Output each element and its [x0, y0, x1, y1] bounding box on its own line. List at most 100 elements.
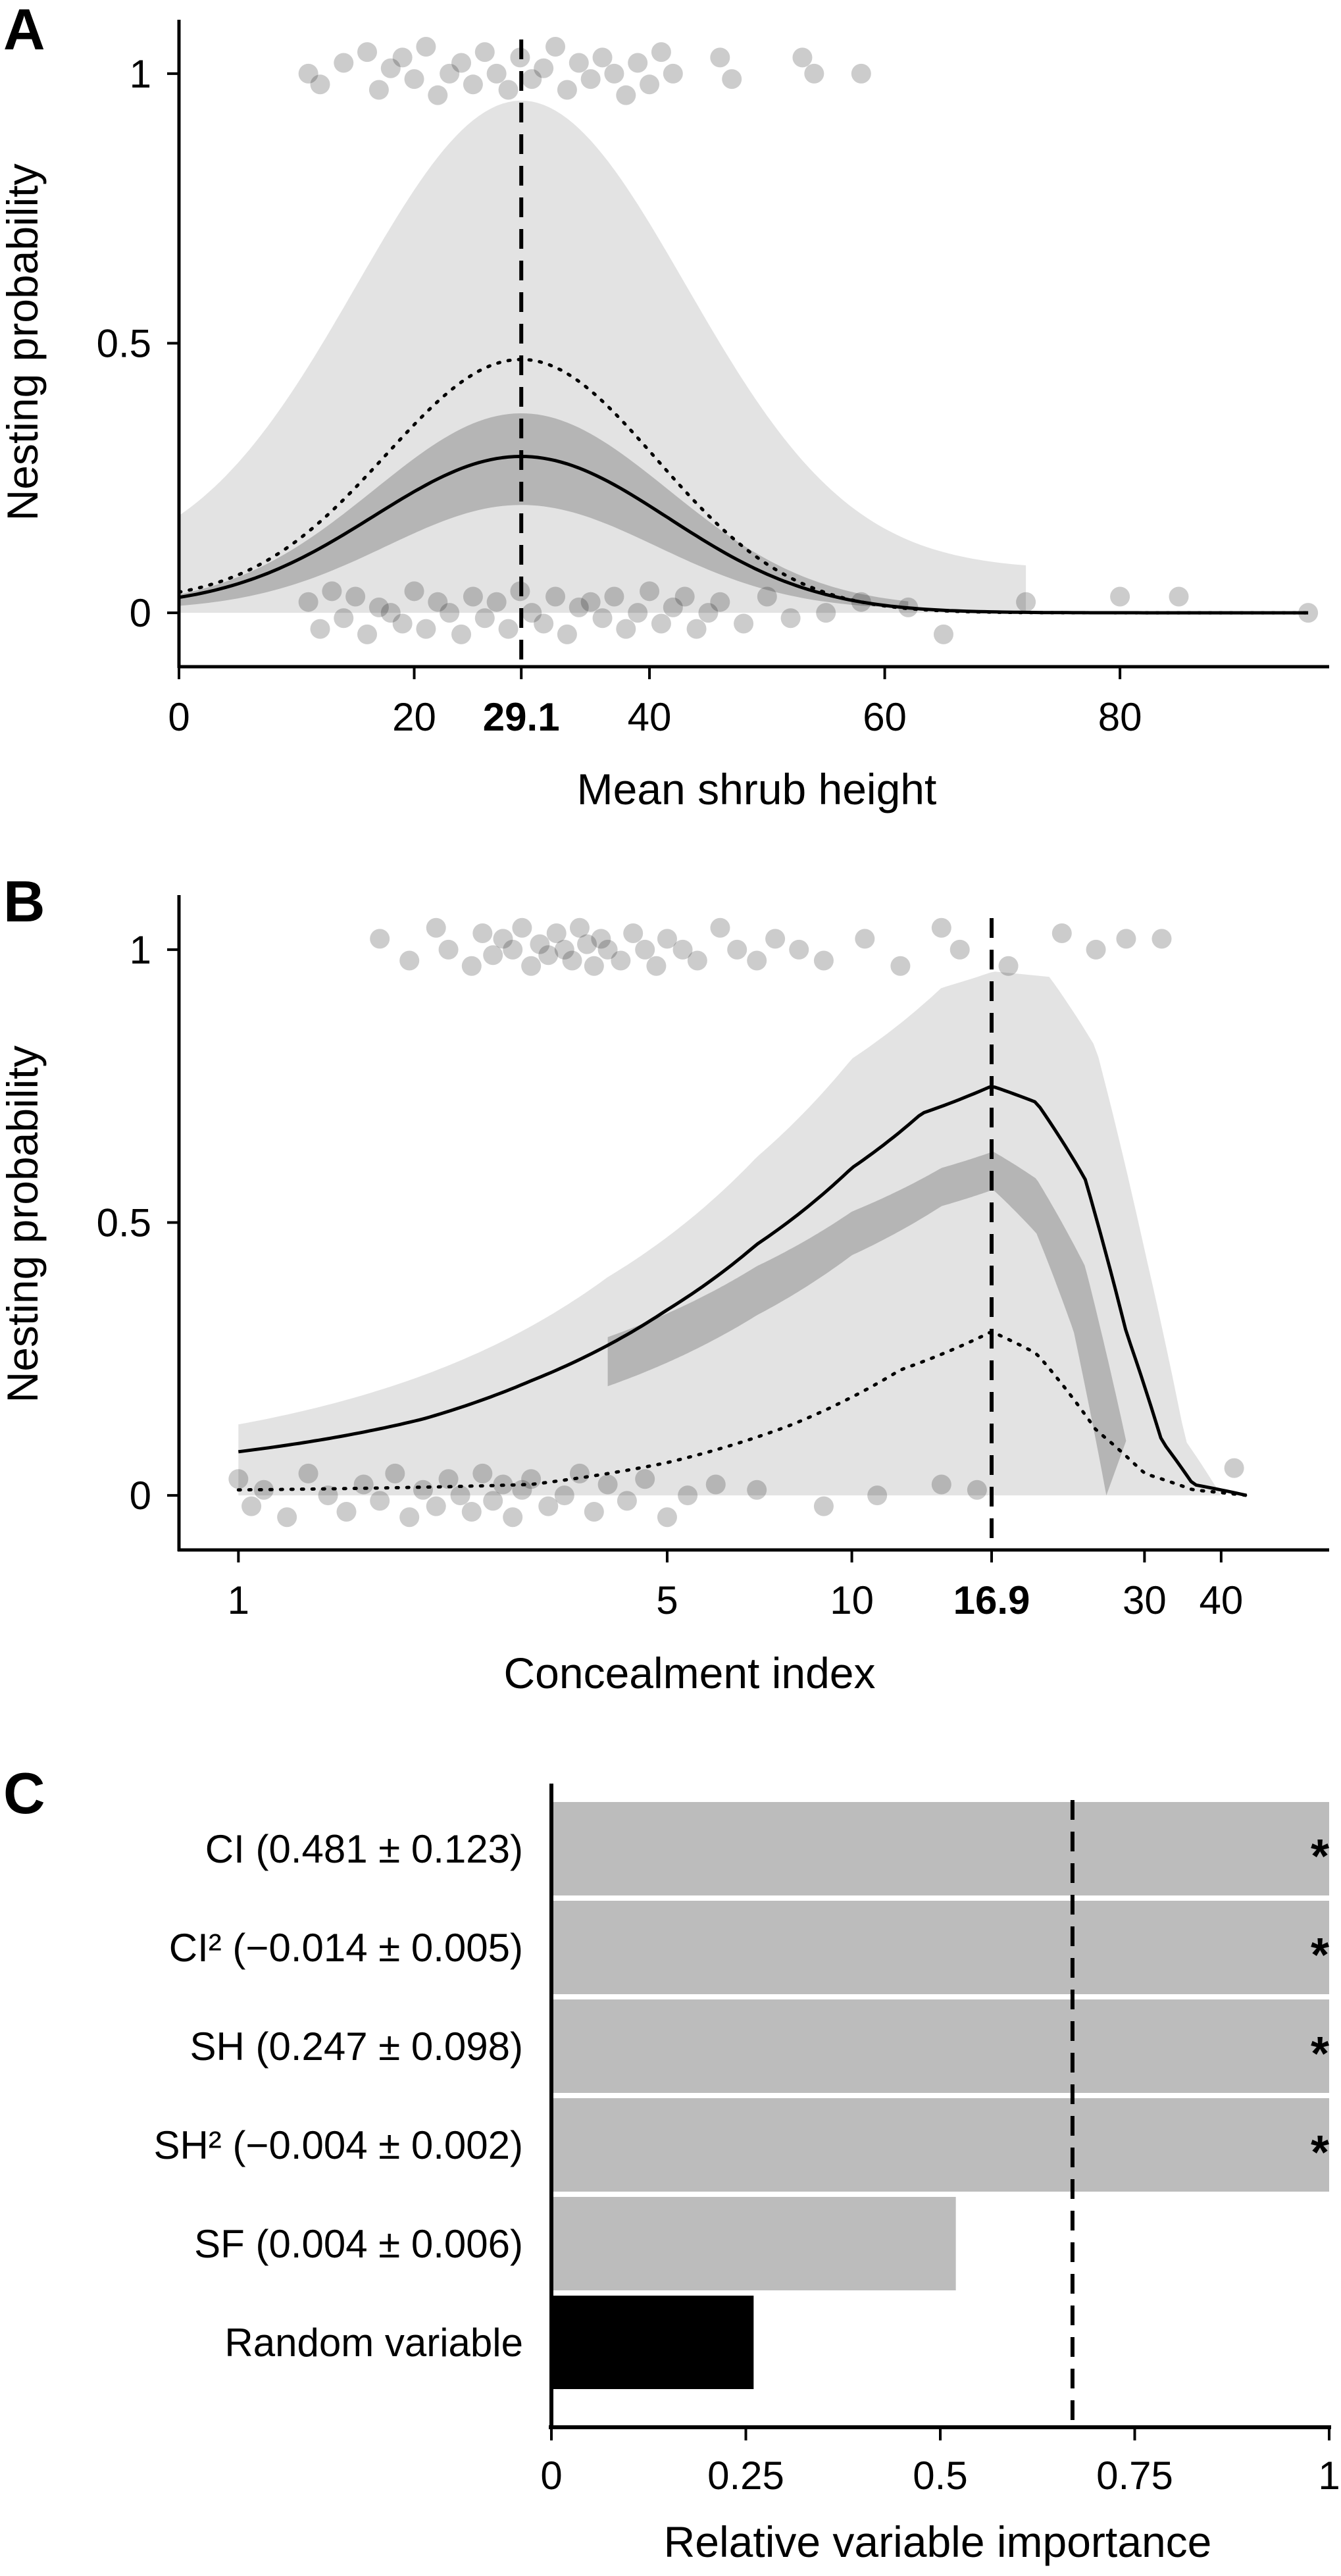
panel-a-ci-inner — [179, 413, 909, 609]
panel-b-point-nest — [472, 923, 493, 944]
panel-b-point-nonest — [584, 1501, 604, 1522]
panel-a-point-nonest — [1110, 586, 1130, 607]
panel-a-point-nonest — [616, 619, 636, 639]
panel-a-point-nonest — [674, 586, 695, 607]
panel-b-point-nest — [765, 929, 786, 949]
panel-b-point-nest — [577, 934, 597, 954]
panel-a-point-nest — [428, 85, 448, 105]
panel-a-point-nonest — [604, 586, 624, 607]
panel-b-point-nest — [813, 950, 834, 971]
panel-b-point-nest — [623, 923, 644, 944]
panel-a-y-tick-label: 0 — [130, 591, 151, 635]
panel-b-point-nonest — [867, 1485, 888, 1506]
panel-a-point-nest — [580, 69, 601, 90]
panel-a-point-nonest — [651, 613, 671, 634]
panel-b-point-nest — [931, 917, 951, 938]
panel-a-point-nest — [334, 53, 354, 73]
panel-a-point-nest — [451, 53, 472, 73]
panel-b-point-nest — [855, 929, 875, 949]
panel-b-point-nest — [727, 939, 747, 960]
panel-label-b: B — [3, 869, 45, 934]
panel-a-point-nonest — [474, 608, 495, 629]
panel-c-significance-star: * — [1311, 2028, 1329, 2080]
panel-b-point-nest — [370, 929, 390, 949]
panel-b-point-nest — [1086, 939, 1106, 960]
panel-b-x-tick-label: 1 — [228, 1578, 249, 1622]
panel-a-x-tick-label: 80 — [1098, 695, 1142, 739]
panel-a-ci-outer — [179, 100, 1026, 613]
panel-a-point-nonest — [1169, 586, 1189, 607]
panel-a-optimum-label: 29.1 — [483, 695, 560, 739]
panel-a-point-nonest — [710, 592, 730, 612]
panel-c-bar — [551, 1901, 1329, 1994]
panel-a-x-tick-label: 40 — [628, 695, 672, 739]
panel-b-point-nonest — [253, 1480, 274, 1500]
panel-a-point-nonest — [404, 581, 424, 602]
panel-b: B 1 5 10 30 40 16.9 0 0.5 1 Concealment index Ne… — [0, 869, 1329, 1697]
panel-a-point-nonest — [534, 613, 554, 634]
panel-a-point-nonest — [380, 603, 401, 623]
panel-b-point-nonest — [635, 1469, 655, 1489]
panel-b-point-nonest — [399, 1507, 420, 1528]
panel-a-point-nonest — [734, 613, 754, 634]
panel-a-point-nonest — [298, 592, 318, 612]
panel-b-point-nonest — [813, 1496, 834, 1516]
panel-b-point-nonest — [472, 1463, 493, 1483]
panel-c-significance-star: * — [1311, 1929, 1329, 1982]
panel-b-point-nest — [998, 956, 1019, 976]
panel-a-point-nonest — [368, 597, 389, 617]
panel-b-point-nest — [747, 950, 767, 971]
panel-a-point-nonest — [580, 592, 601, 612]
panel-b-point-nonest — [538, 1496, 559, 1516]
panel-a-point-nest — [368, 80, 389, 100]
panel-b-x-tick-label: 40 — [1199, 1578, 1243, 1622]
panel-b-point-nest — [646, 956, 667, 976]
panel-c-significance-star: * — [1311, 1830, 1329, 1883]
panel-a-point-nonest — [428, 592, 448, 612]
panel-a-x-label: Mean shrub height — [577, 765, 937, 813]
panel-b-point-nest — [461, 956, 482, 976]
panel-b-y-tick-label: 1 — [130, 928, 151, 972]
panel-a-point-nest — [416, 36, 436, 57]
panel-a-point-nonest — [592, 608, 613, 629]
panel-c-category-label: CI² (−0.014 ± 0.005) — [169, 1926, 523, 1970]
panel-a-point-nonest — [557, 624, 577, 644]
panel-b-point-nest — [584, 956, 604, 976]
panel-a-point-nonest — [933, 624, 953, 644]
panel-a-point-nest — [463, 74, 483, 95]
panel-a-point-nest — [663, 63, 683, 84]
panel-a-point-nonest — [663, 597, 683, 617]
panel-c-category-label: Random variable — [224, 2321, 523, 2365]
panel-a-point-nest — [486, 63, 507, 84]
panel-b-point-nonest — [438, 1469, 459, 1489]
panel-b-ci-inner — [607, 1152, 1126, 1496]
panel-a-point-nest — [357, 42, 378, 63]
panel-a-y-tick-label: 0.5 — [97, 322, 151, 366]
panel-b-point-nest — [554, 939, 574, 960]
panel-a-point-nest — [710, 47, 730, 68]
panel-b-point-nonest — [483, 1491, 503, 1511]
panel-b-point-nonest — [554, 1485, 574, 1506]
panel-a-point-nest — [392, 47, 413, 68]
panel-a-point-nest — [498, 80, 519, 100]
panel-b-point-nonest — [503, 1507, 523, 1528]
panel-b-point-nonest — [461, 1501, 482, 1522]
panel-b-point-nest — [672, 939, 693, 960]
panel-b-point-nest — [597, 939, 618, 960]
panel-c-x-tick-label: 0.25 — [707, 2454, 784, 2498]
panel-b-point-nest — [569, 917, 590, 938]
panel-b-point-nest — [530, 934, 550, 954]
panel-c-x-tick-label: 0.5 — [913, 2454, 967, 2498]
panel-b-point-nonest — [413, 1480, 433, 1500]
panel-a-point-nonest — [357, 624, 378, 644]
panel-b-x-tick-label: 10 — [830, 1578, 874, 1622]
panel-a-point-nest — [298, 63, 318, 84]
panel-a-point-nest — [404, 69, 424, 90]
panel-b-y-tick-label: 0.5 — [97, 1201, 151, 1245]
panel-b-y-label: Nesting probability — [0, 1046, 47, 1403]
panel-b-point-nest — [635, 939, 655, 960]
panel-a-y-label: Nesting probability — [0, 164, 47, 521]
panel-b-point-nest — [789, 939, 809, 960]
panel-a-y-tick-label: 1 — [130, 52, 151, 96]
panel-b-x-tick-label: 30 — [1123, 1578, 1167, 1622]
